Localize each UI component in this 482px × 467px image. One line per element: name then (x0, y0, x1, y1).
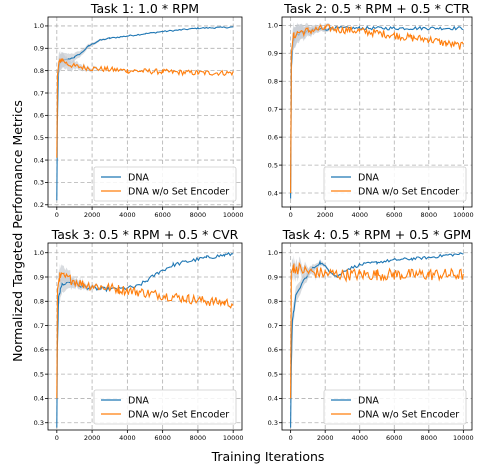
legend-label: DNA w/o Set Encoder (128, 409, 229, 420)
x-tick-label: 6000 (386, 434, 403, 442)
series-line-dna-wo-set-encoder (56, 57, 234, 158)
x-tick-label: 10000 (223, 434, 244, 442)
y-tick-label: 0.8 (268, 78, 278, 86)
x-tick-label: 4000 (119, 434, 136, 442)
y-tick-label: 0.7 (268, 322, 278, 330)
y-tick-label: 0.6 (34, 346, 44, 354)
y-tick-label: 0.8 (268, 298, 278, 306)
x-tick-label: 8000 (421, 434, 438, 442)
axes-frame (281, 242, 473, 431)
x-tick-label: 8000 (421, 211, 438, 219)
x-tick-label: 0 (55, 434, 59, 442)
y-tick-label: 1.0 (268, 22, 278, 30)
legend-label: DNA (128, 172, 149, 183)
confidence-band (292, 259, 346, 347)
y-tick-label: 1.0 (268, 249, 278, 257)
x-tick-label: 4000 (351, 434, 368, 442)
subplot-2: Task 2: 0.5 * RPM + 0.5 * CTR 0 2000 4000 60… (268, 1, 474, 219)
legend-frame (323, 389, 467, 425)
x-tick-label: 6000 (154, 211, 171, 219)
axes-frame (47, 16, 243, 208)
subplot-4: Task 4: 0.5 * RPM + 0.5 * GPM 0 2000 4000 60… (268, 227, 474, 442)
subplot-title: Task 1: 1.0 * RPM (90, 1, 199, 16)
x-tick-label: 0 (289, 211, 293, 219)
legend-label: DNA (358, 395, 379, 406)
y-tick-label: 0.8 (34, 298, 44, 306)
y-tick-label: 0.5 (34, 370, 44, 378)
y-tick-label: 0.3 (268, 419, 278, 427)
y-tick-label: 0.2 (34, 201, 44, 209)
x-tick-label: 4000 (351, 211, 368, 219)
y-tick-label: 0.9 (34, 45, 44, 53)
y-tick-label: 0.9 (268, 50, 278, 58)
x-tick-label: 4000 (119, 211, 136, 219)
x-tick-label: 10000 (453, 211, 474, 219)
subplot-grid: Task 1: 1.0 * RPM 0 2000 4000 6000 8000 10000 0… (34, 1, 474, 442)
subplot-title: Task 3: 0.5 * RPM + 0.5 * CVR (51, 227, 239, 242)
y-axis-label: Normalized Targeted Performance Metrics (10, 100, 25, 362)
x-axis-label: Training Iterations (211, 449, 325, 464)
legend-label: DNA w/o Set Encoder (358, 186, 459, 197)
legend: DNA DNA w/o Set Encoder (93, 389, 237, 425)
y-tick-label: 0.7 (34, 322, 44, 330)
x-tick-label: 6000 (386, 211, 403, 219)
subplot-1: Task 1: 1.0 * RPM 0 2000 4000 6000 8000 10000 0… (34, 1, 244, 219)
y-tick-label: 0.4 (268, 395, 278, 403)
legend-frame (93, 166, 237, 202)
y-tick-label: 0.4 (34, 395, 44, 403)
confidence-band (292, 254, 345, 283)
y-tick-label: 0.4 (268, 189, 278, 197)
legend-frame (93, 389, 237, 425)
subplot-title: Task 2: 0.5 * RPM + 0.5 * CTR (283, 1, 470, 16)
confidence-band (58, 263, 113, 295)
y-tick-label: 0.5 (268, 161, 278, 169)
x-tick-label: 6000 (154, 434, 171, 442)
x-tick-label: 10000 (453, 434, 474, 442)
subplot-title: Task 4: 0.5 * RPM + 0.5 * GPM (282, 227, 472, 242)
legend-frame (323, 166, 467, 202)
x-tick-label: 10000 (223, 211, 244, 219)
y-tick-label: 1.0 (34, 249, 44, 257)
y-tick-label: 0.8 (34, 67, 44, 75)
x-tick-label: 8000 (190, 211, 207, 219)
series-line-dna (56, 251, 234, 428)
x-tick-label: 8000 (190, 434, 207, 442)
x-tick-label: 0 (55, 211, 59, 219)
y-tick-label: 0.9 (34, 273, 44, 281)
y-tick-label: 0.5 (268, 370, 278, 378)
y-tick-label: 0.5 (34, 134, 44, 142)
x-tick-label: 2000 (317, 434, 334, 442)
x-tick-label: 2000 (84, 434, 101, 442)
series-line-dna-wo-set-encoder (290, 24, 464, 194)
legend-label: DNA w/o Set Encoder (358, 409, 459, 420)
subplot-3: Task 3: 0.5 * RPM + 0.5 * CVR 0 2000 4000 60… (34, 227, 244, 442)
x-tick-label: 2000 (317, 211, 334, 219)
axes-frame (47, 242, 243, 431)
y-tick-label: 1.0 (34, 22, 44, 30)
series-line-dna-wo-set-encoder (290, 261, 464, 399)
legend: DNA DNA w/o Set Encoder (93, 166, 237, 202)
legend: DNA DNA w/o Set Encoder (323, 389, 467, 425)
y-tick-label: 0.3 (34, 419, 44, 427)
y-tick-label: 0.7 (34, 89, 44, 97)
x-tick-label: 0 (289, 434, 293, 442)
y-tick-label: 0.9 (268, 273, 278, 281)
y-tick-label: 0.6 (268, 133, 278, 141)
y-tick-label: 0.6 (34, 112, 44, 120)
y-tick-label: 0.4 (34, 156, 44, 164)
axes-frame (281, 16, 473, 208)
y-tick-label: 0.7 (268, 106, 278, 114)
legend-label: DNA (358, 172, 379, 183)
legend: DNA DNA w/o Set Encoder (323, 166, 467, 202)
series-line-dna-wo-set-encoder (56, 272, 234, 399)
y-tick-label: 0.3 (34, 179, 44, 187)
y-tick-label: 0.6 (268, 346, 278, 354)
series-line-dna (290, 252, 464, 428)
x-tick-label: 2000 (84, 211, 101, 219)
legend-label: DNA w/o Set Encoder (128, 186, 229, 197)
legend-label: DNA (128, 395, 149, 406)
